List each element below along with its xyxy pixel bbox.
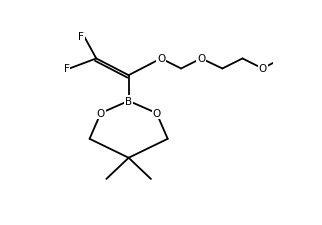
Text: O: O — [97, 109, 105, 119]
Text: F: F — [78, 32, 84, 42]
Text: O: O — [197, 54, 205, 64]
Text: O: O — [259, 64, 267, 74]
Text: B: B — [125, 96, 132, 106]
Text: F: F — [64, 64, 70, 74]
Text: O: O — [152, 109, 161, 119]
Text: O: O — [157, 54, 165, 64]
